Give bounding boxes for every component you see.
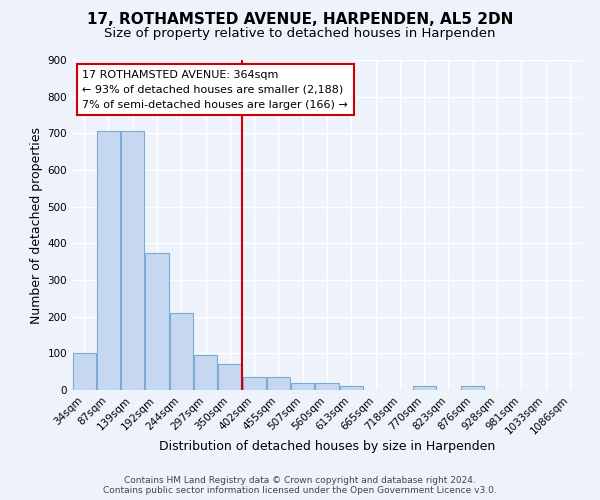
- Text: 17, ROTHAMSTED AVENUE, HARPENDEN, AL5 2DN: 17, ROTHAMSTED AVENUE, HARPENDEN, AL5 2D…: [87, 12, 513, 28]
- Text: Contains HM Land Registry data © Crown copyright and database right 2024.
Contai: Contains HM Land Registry data © Crown c…: [103, 476, 497, 495]
- Bar: [340, 386, 363, 390]
- Bar: [170, 314, 193, 390]
- Text: Size of property relative to detached houses in Harpenden: Size of property relative to detached ho…: [104, 28, 496, 40]
- Bar: [121, 131, 144, 390]
- Bar: [73, 354, 95, 390]
- Bar: [316, 382, 338, 390]
- Text: 17 ROTHAMSTED AVENUE: 364sqm
← 93% of detached houses are smaller (2,188)
7% of : 17 ROTHAMSTED AVENUE: 364sqm ← 93% of de…: [82, 70, 348, 110]
- Bar: [194, 355, 217, 390]
- Y-axis label: Number of detached properties: Number of detached properties: [31, 126, 43, 324]
- Bar: [413, 386, 436, 390]
- Bar: [461, 386, 484, 390]
- Bar: [145, 253, 169, 390]
- Bar: [291, 382, 314, 390]
- Bar: [267, 377, 290, 390]
- Bar: [97, 131, 120, 390]
- Bar: [218, 364, 241, 390]
- X-axis label: Distribution of detached houses by size in Harpenden: Distribution of detached houses by size …: [159, 440, 495, 454]
- Bar: [242, 377, 266, 390]
